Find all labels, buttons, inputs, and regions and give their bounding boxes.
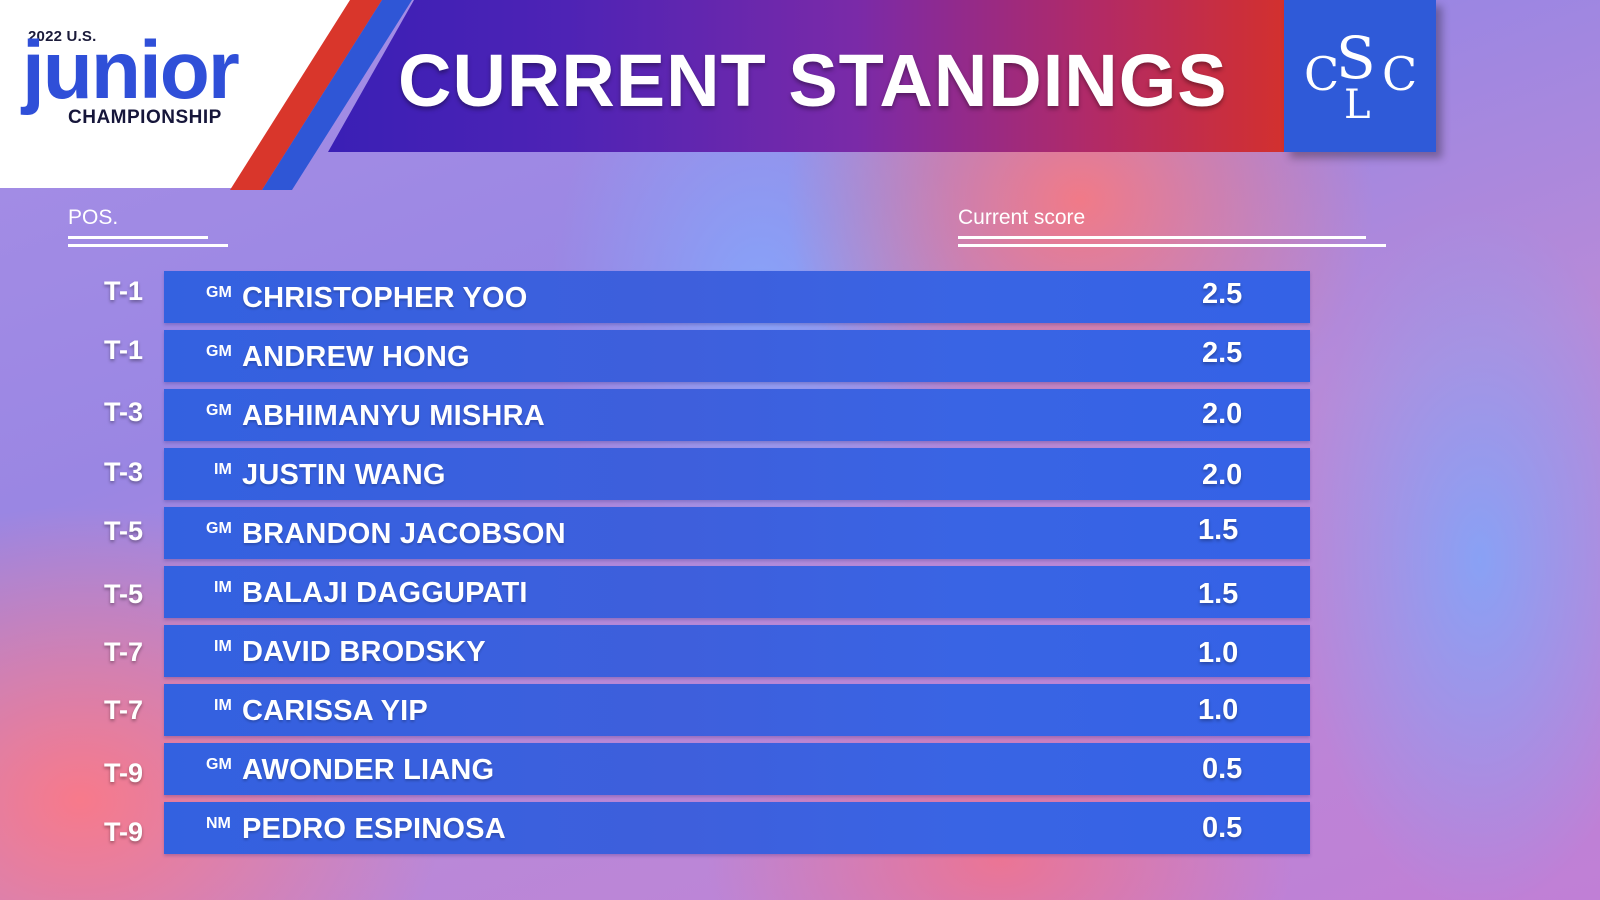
standing-row: IM BALAJI DAGGUPATI 1.5 <box>164 566 1310 618</box>
row-position: T-7 <box>104 637 144 667</box>
score-header-underline <box>958 236 1366 239</box>
player-title: GM <box>206 343 232 360</box>
row-position: T-1 <box>104 335 144 365</box>
position-header-underline <box>68 236 208 239</box>
svg-text:S: S <box>1336 24 1376 92</box>
score-column-header: Current score <box>958 206 1086 229</box>
logo-junior-wordmark: junior <box>22 25 240 116</box>
svg-text:C: C <box>1304 47 1339 101</box>
standing-row: GM BRANDON JACOBSON 1.5 <box>164 507 1310 559</box>
score-header-underline-2 <box>958 244 1386 247</box>
svg-text:L: L <box>1344 82 1371 128</box>
row-position: T-3 <box>104 457 144 487</box>
player-name: PEDRO ESPINOSA <box>242 813 506 845</box>
player-name: ABHIMANYU MISHRA <box>242 400 545 432</box>
player-title: GM <box>206 520 232 537</box>
standing-row: IM DAVID BRODSKY 1.0 <box>164 625 1310 677</box>
player-title: IM <box>214 579 232 596</box>
player-title: IM <box>214 638 232 655</box>
club-logo-icon: C S L C <box>1304 24 1417 128</box>
player-name: DAVID BRODSKY <box>242 636 486 668</box>
row-position: T-9 <box>104 817 144 847</box>
row-position: T-7 <box>104 695 144 725</box>
row-position: T-5 <box>104 579 144 609</box>
standing-row: GM CHRISTOPHER YOO 2.5 <box>164 271 1310 323</box>
player-name: CHRISTOPHER YOO <box>242 282 528 314</box>
player-score: 0.5 <box>1202 753 1243 785</box>
player-name: ANDREW HONG <box>242 341 470 373</box>
svg-text:C: C <box>1382 47 1417 101</box>
player-score: 2.5 <box>1202 337 1243 369</box>
player-score: 2.5 <box>1202 278 1243 310</box>
player-score: 2.0 <box>1202 459 1243 491</box>
player-title: GM <box>206 756 232 773</box>
standing-row: NM PEDRO ESPINOSA 0.5 <box>164 802 1310 854</box>
row-position: T-9 <box>104 758 144 788</box>
player-name: BALAJI DAGGUPATI <box>242 577 528 609</box>
standing-row: GM ABHIMANYU MISHRA 2.0 <box>164 389 1310 441</box>
player-title: IM <box>214 461 232 478</box>
player-score: 0.5 <box>1202 812 1243 844</box>
player-name: BRANDON JACOBSON <box>242 518 566 550</box>
row-position: T-5 <box>104 516 144 546</box>
position-column-header: POS. <box>68 206 119 229</box>
player-name: JUSTIN WANG <box>242 459 446 491</box>
page-title: CURRENT STANDINGS <box>398 39 1228 122</box>
standing-row: IM JUSTIN WANG 2.0 <box>164 448 1310 500</box>
title-banner <box>328 0 1288 152</box>
logo-championship-text: CHAMPIONSHIP <box>68 107 222 128</box>
player-score: 1.0 <box>1198 637 1239 669</box>
player-score: 1.5 <box>1198 514 1239 546</box>
player-score: 2.0 <box>1202 398 1243 430</box>
player-title: NM <box>206 815 231 832</box>
player-score: 1.0 <box>1198 694 1239 726</box>
player-title: GM <box>206 402 232 419</box>
player-title: IM <box>214 697 232 714</box>
player-name: AWONDER LIANG <box>242 754 495 786</box>
standing-row: GM ANDREW HONG 2.5 <box>164 330 1310 382</box>
row-position: T-3 <box>104 397 144 427</box>
player-score: 1.5 <box>1198 578 1239 610</box>
position-header-underline-2 <box>68 244 228 247</box>
player-name: CARISSA YIP <box>242 695 428 727</box>
logo-year-text: 2022 U.S. <box>28 28 97 45</box>
standing-row: IM CARISSA YIP 1.0 <box>164 684 1310 736</box>
player-title: GM <box>206 284 232 301</box>
club-logo-box <box>1284 0 1436 152</box>
standing-row: GM AWONDER LIANG 0.5 <box>164 743 1310 795</box>
row-position: T-1 <box>104 276 144 306</box>
